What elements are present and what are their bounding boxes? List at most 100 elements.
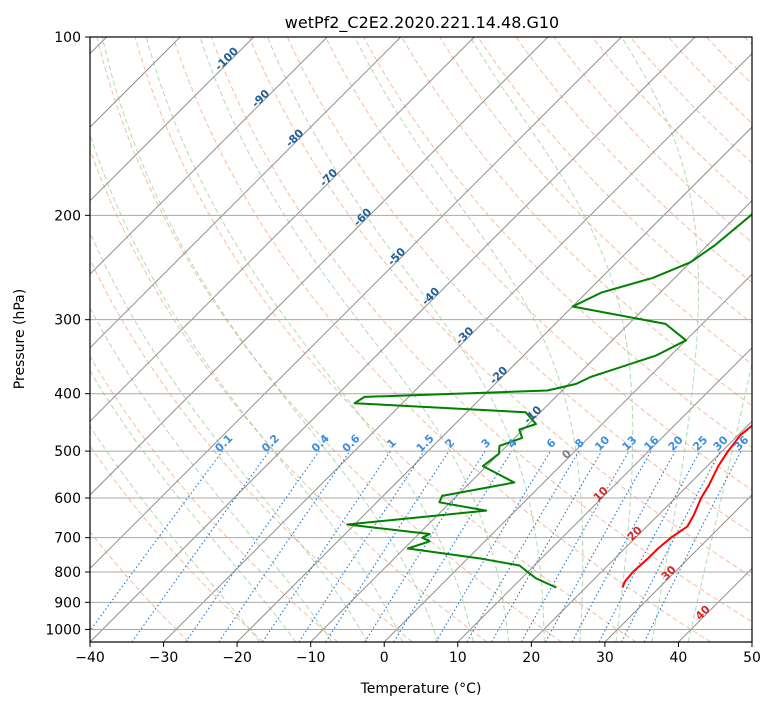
isotherm-line — [90, 37, 255, 202]
mixing-ratio-label: 13 — [620, 433, 640, 453]
x-axis: −40 −30 −20 −10 0 10 20 30 40 50 — [75, 642, 761, 666]
isotherm-label: -60 — [351, 205, 374, 228]
dry-adiabat-line — [90, 355, 339, 642]
isotherm-line — [457, 347, 752, 642]
isotherm-line — [310, 199, 752, 642]
mixing-ratio-label: 10 — [592, 433, 612, 453]
mixing-ratio-label: 16 — [642, 433, 662, 453]
dry-adiabat-line — [172, 37, 712, 642]
dry-adiabat-line — [629, 37, 752, 164]
x-tick-label: −10 — [296, 650, 326, 666]
moist-adiabat-line — [267, 37, 545, 642]
y-tick-label: 1000 — [45, 622, 81, 638]
isotherm-line — [751, 641, 752, 642]
x-tick-label: 40 — [670, 650, 688, 666]
y-axis: 100 200 300 400 500 600 700 800 900 1000 — [45, 30, 90, 638]
mixing-ratio-line — [393, 450, 513, 642]
chart-title: wetPf2_C2E2.2020.221.14.48.G10 — [285, 13, 559, 33]
mixing-ratio-line — [218, 450, 351, 642]
isotherms — [90, 37, 752, 642]
mixing-ratio-line — [262, 450, 391, 642]
isotherm-line — [90, 37, 328, 275]
isotherm-line — [90, 37, 696, 642]
y-tick-label: 700 — [54, 531, 81, 547]
x-tick-label: 30 — [596, 650, 614, 666]
y-tick-label: 400 — [54, 387, 81, 403]
y-tick-label: 900 — [54, 595, 81, 611]
moist-adiabat-line — [90, 231, 368, 642]
y-tick-label: 800 — [54, 565, 81, 581]
mixing-ratio-line — [571, 450, 676, 642]
isotherm-label: 30 — [659, 563, 679, 583]
isotherm-label: -100 — [212, 44, 241, 73]
dry-adiabat-line — [134, 37, 637, 642]
isotherm-line — [678, 567, 752, 642]
mixing-ratio-line — [521, 450, 630, 642]
x-axis-label: Temperature (°C) — [360, 681, 482, 697]
dry-adiabat-line — [401, 37, 752, 407]
dry-adiabat-line — [286, 37, 752, 534]
plot-area: -100-90-80-70-60-50-40-30-20-10010203040… — [90, 37, 752, 642]
mixing-ratio-line — [545, 450, 652, 642]
isotherm-line — [90, 37, 622, 570]
dry-adiabat-line — [90, 445, 264, 642]
mixing-ratio-line — [325, 450, 450, 642]
mixing-ratio-label: 8 — [572, 436, 587, 451]
x-tick-label: −30 — [149, 650, 179, 666]
isotherm-label: -70 — [317, 166, 340, 189]
dry-adiabat-line — [248, 37, 752, 578]
y-tick-label: 300 — [54, 313, 81, 329]
mixing-ratio-line — [185, 450, 320, 642]
isotherm-label: 20 — [625, 523, 645, 543]
dry-adiabat-line — [90, 148, 488, 642]
x-tick-label: 20 — [522, 650, 540, 666]
mixing-ratio-label: 4 — [505, 436, 520, 451]
dry-adiabat-line — [439, 37, 752, 365]
isotherm-line — [90, 37, 475, 423]
plot-frame — [89, 36, 753, 643]
mixing-ratio-line — [131, 450, 270, 642]
mixing-ratio-label: 2 — [443, 436, 458, 451]
x-tick-label: −20 — [222, 650, 252, 666]
mixing-ratio-label: 36 — [731, 433, 751, 453]
mixing-ratio-lines — [90, 450, 742, 642]
dry-adiabat-line — [515, 37, 752, 284]
mixing-ratio-label: 3 — [479, 436, 494, 451]
dry-adiabat-line — [706, 37, 752, 85]
isotherm-label: 10 — [591, 484, 611, 504]
isotherm-label: 40 — [693, 602, 713, 622]
x-tick-label: 10 — [449, 650, 467, 666]
isotherm-label: -30 — [453, 324, 476, 347]
mixing-ratio-label: 20 — [666, 433, 686, 453]
x-tick-label: 0 — [380, 650, 389, 666]
mixing-ratio-line — [643, 450, 742, 642]
sounding-series — [346, 212, 752, 589]
isotherm-label: -20 — [487, 364, 510, 387]
isotherm-label: -50 — [385, 245, 408, 268]
dry-adiabat-line — [90, 530, 190, 642]
dry-adiabat-line — [553, 37, 752, 244]
dry-adiabat-line — [210, 37, 752, 623]
y-tick-label: 600 — [54, 491, 81, 507]
dry-adiabat-line — [96, 37, 562, 642]
mixing-ratio-label: 25 — [690, 433, 710, 453]
moist-adiabat-line — [199, 37, 510, 642]
isotherm-line — [604, 494, 752, 642]
dry-adiabat-line — [744, 37, 752, 46]
moist-adiabat-line — [469, 37, 634, 642]
x-tick-label: 50 — [743, 650, 761, 666]
moist-adiabat-line — [101, 37, 439, 642]
isotherm-line — [383, 273, 752, 642]
dry-adiabat-line — [591, 37, 752, 204]
moist-adiabat-line — [621, 37, 699, 642]
moist-adiabat-line — [687, 361, 752, 642]
mixing-ratio-line — [598, 450, 701, 642]
y-axis-label: Pressure (hPa) — [12, 289, 28, 389]
isotherm-line — [90, 37, 549, 496]
mixing-ratio-label: 6 — [544, 436, 559, 451]
isotherm-line — [90, 37, 402, 349]
moist-adiabat-line — [90, 306, 333, 642]
mixing-ratio-line — [466, 450, 580, 642]
y-tick-label: 200 — [54, 208, 81, 224]
